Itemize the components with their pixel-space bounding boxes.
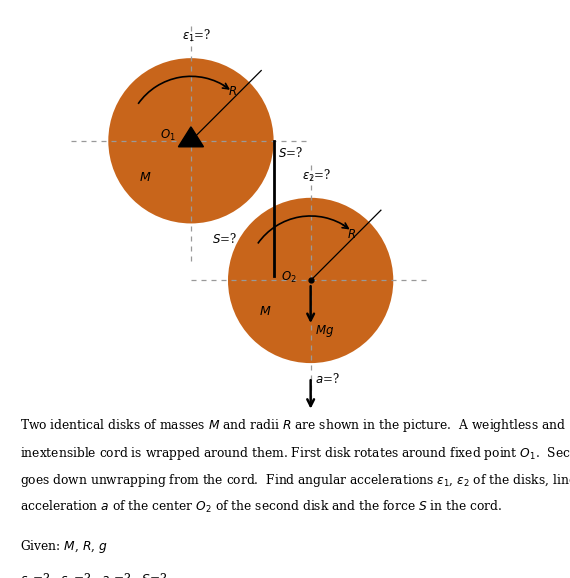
Text: goes down unwrapping from the cord.  Find angular accelerations $\varepsilon_1$,: goes down unwrapping from the cord. Find… bbox=[20, 472, 570, 489]
Polygon shape bbox=[178, 127, 203, 147]
Text: acceleration $a$ of the center $O_2$ of the second disk and the force $S$ in the: acceleration $a$ of the center $O_2$ of … bbox=[20, 499, 502, 516]
Text: $\varepsilon_1$=?: $\varepsilon_1$=? bbox=[182, 28, 211, 44]
Text: $O_1$: $O_1$ bbox=[160, 128, 176, 143]
Text: $a$=?: $a$=? bbox=[315, 372, 340, 386]
Text: Given: $M$, $R$, $g$: Given: $M$, $R$, $g$ bbox=[20, 538, 108, 555]
Text: $\varepsilon_2$=?: $\varepsilon_2$=? bbox=[302, 168, 331, 184]
Text: $S$=?: $S$=? bbox=[278, 146, 303, 160]
Text: $Mg$: $Mg$ bbox=[315, 323, 335, 339]
Text: Two identical disks of masses $M$ and radii $R$ are shown in the picture.  A wei: Two identical disks of masses $M$ and ra… bbox=[20, 417, 566, 434]
Text: inextensible cord is wrapped around them. First disk rotates around fixed point : inextensible cord is wrapped around them… bbox=[20, 444, 570, 462]
Text: $O_2$: $O_2$ bbox=[280, 270, 296, 285]
Text: $R$: $R$ bbox=[228, 85, 237, 98]
Text: $M$: $M$ bbox=[259, 305, 271, 318]
Text: $M$: $M$ bbox=[139, 172, 152, 184]
Circle shape bbox=[108, 58, 274, 224]
Text: $\varepsilon_1$=?,  $\varepsilon_2$=?,  $a$ =?,  $S$=?: $\varepsilon_1$=?, $\varepsilon_2$=?, $a… bbox=[20, 571, 168, 578]
Text: $R$: $R$ bbox=[348, 228, 356, 242]
Text: $S$=?: $S$=? bbox=[211, 232, 237, 246]
Circle shape bbox=[228, 198, 393, 363]
